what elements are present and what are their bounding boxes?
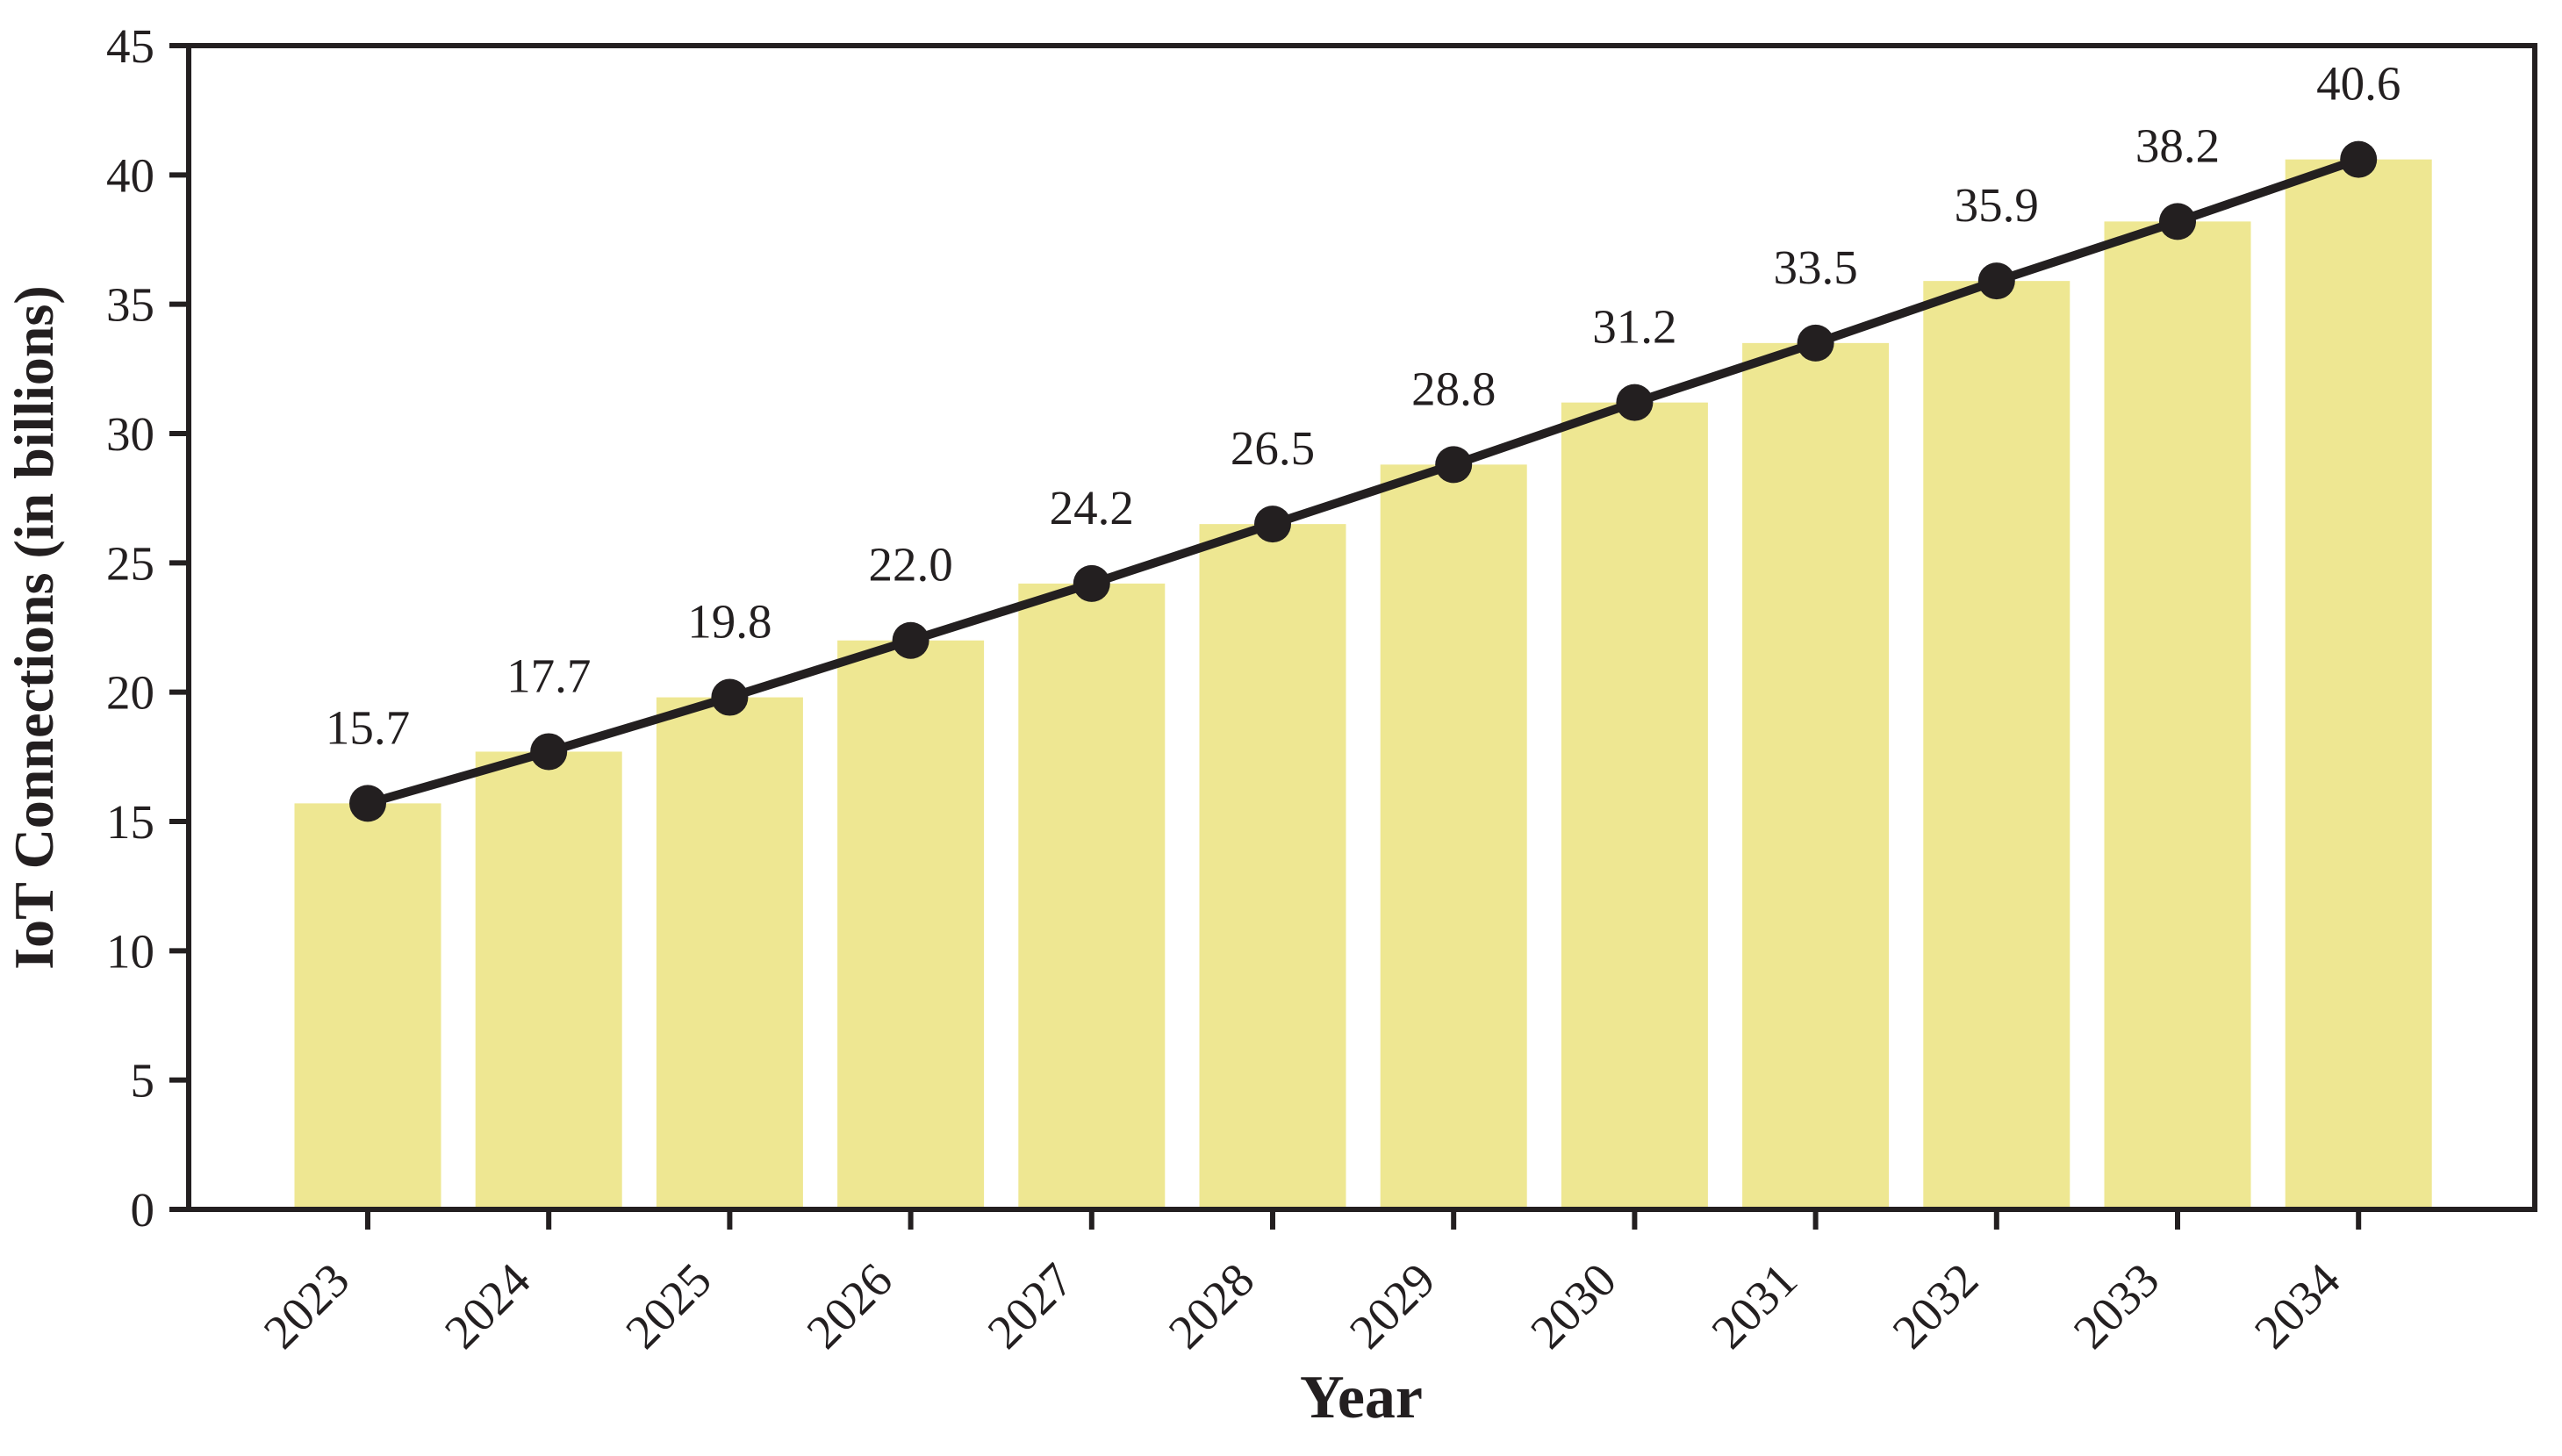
value-labels-layer: 15.7 17.7 19.8 22.0 24.2 26.5 28.8 31.2 33.5 35.9… <box>326 57 2401 755</box>
marker-2030 <box>1616 384 1654 421</box>
value-label-2025: 19.8 <box>687 595 771 649</box>
bar-2027 <box>1018 583 1166 1209</box>
value-label-2032: 35.9 <box>1955 178 2039 232</box>
y-tick-label-15: 15 <box>106 795 154 849</box>
y-tick-label-40: 40 <box>106 148 154 202</box>
bar-2025 <box>656 697 803 1209</box>
marker-2031 <box>1797 324 1834 362</box>
x-tick-label-2032: 2032 <box>1882 1252 1988 1359</box>
value-label-2030: 31.2 <box>1592 300 1676 354</box>
marker-2028 <box>1254 506 1291 543</box>
marker-2034 <box>2340 140 2378 178</box>
bar-2033 <box>2104 221 2251 1210</box>
value-label-2023: 15.7 <box>326 700 410 754</box>
value-label-2027: 24.2 <box>1050 481 1134 534</box>
y-tick-label-0: 0 <box>131 1183 155 1237</box>
bar-2032 <box>1923 281 2070 1209</box>
trend-line <box>363 154 2364 808</box>
bar-2030 <box>1561 402 1708 1209</box>
marker-2027 <box>1073 564 1110 602</box>
marker-2023 <box>349 785 386 822</box>
value-label-2033: 38.2 <box>2135 118 2220 172</box>
bars-layer <box>294 159 2432 1210</box>
y-tick-label-20: 20 <box>106 666 154 720</box>
y-tick-label-45: 45 <box>106 19 154 73</box>
x-tick-label-2023: 2023 <box>254 1252 360 1359</box>
y-tick-label-10: 10 <box>106 924 154 978</box>
marker-2032 <box>1977 262 2015 300</box>
y-tick-label-5: 5 <box>131 1054 155 1108</box>
bar-2026 <box>837 640 985 1209</box>
x-tick-label-2034: 2034 <box>2244 1252 2350 1359</box>
bar-2024 <box>475 751 622 1209</box>
marker-2026 <box>892 621 929 659</box>
x-tick-label-2029: 2029 <box>1339 1252 1446 1359</box>
plot-frame <box>186 43 2537 1212</box>
x-tick-label-2026: 2026 <box>796 1252 902 1359</box>
value-label-2024: 17.7 <box>506 649 591 702</box>
bar-2029 <box>1380 464 1527 1209</box>
x-tick-label-2025: 2025 <box>615 1252 721 1359</box>
marker-2025 <box>711 678 749 716</box>
marker-2029 <box>1435 446 1473 484</box>
bar-2031 <box>1742 342 1890 1209</box>
x-tick-label-2030: 2030 <box>1520 1252 1626 1359</box>
bar-2028 <box>1199 524 1346 1209</box>
value-label-2034: 40.6 <box>2316 57 2401 111</box>
y-tick-label-30: 30 <box>106 407 154 461</box>
value-label-2028: 26.5 <box>1231 421 1315 475</box>
value-label-2026: 22.0 <box>868 538 952 592</box>
value-label-2029: 28.8 <box>1411 362 1496 415</box>
marker-2024 <box>530 733 568 771</box>
x-tick-label-2028: 2028 <box>1159 1252 1265 1359</box>
x-axis-title: Year <box>1300 1364 1423 1431</box>
line-layer <box>349 140 2378 822</box>
x-tick-label-2027: 2027 <box>977 1252 1083 1359</box>
x-tick-label-2031: 2031 <box>1701 1252 1807 1359</box>
y-axis-title: IoT Connections (in billions) <box>3 285 65 969</box>
x-tick-label-2024: 2024 <box>434 1252 541 1359</box>
y-tick-label-25: 25 <box>106 536 154 590</box>
marker-2033 <box>2159 203 2196 240</box>
y-tick-label-35: 35 <box>106 278 154 332</box>
x-tick-label-2033: 2033 <box>2063 1252 2170 1359</box>
bar-2023 <box>294 803 441 1209</box>
value-label-2031: 33.5 <box>1773 240 1857 294</box>
bar-2034 <box>2285 159 2432 1210</box>
